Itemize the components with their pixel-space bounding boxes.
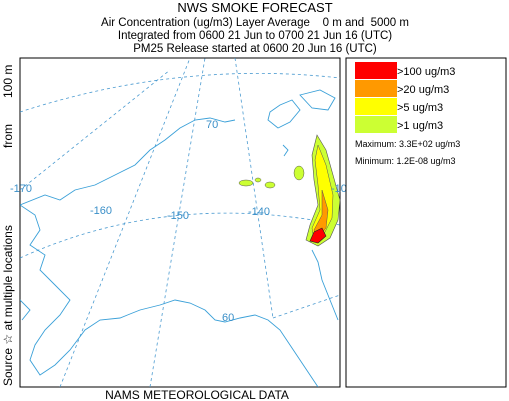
legend-label: >100 ug/m3	[397, 66, 455, 78]
grid-label: 70	[206, 119, 218, 131]
subtitle: Integrated from 0600 21 Jun to 0700 21 J…	[118, 30, 392, 42]
side-label: Source ☆ at multiple locations	[1, 225, 15, 386]
smoke-plume	[238, 134, 341, 247]
legend-label: >20 ug/m3	[397, 84, 449, 96]
side-label: from	[1, 124, 15, 148]
grid-label: 60	[222, 312, 234, 324]
legend-label: >1 ug/m3	[397, 120, 443, 132]
grid-label: -160	[90, 205, 112, 217]
plume-100	[309, 227, 327, 244]
subtitle: PM25 Release started at 0600 20 Jun 16 (…	[133, 43, 377, 55]
title: NWS SMOKE FORECAST	[177, 0, 332, 15]
legend: Maximum: 3.3E+02 ug/m3 Minimum: 1.2E-08 …	[345, 57, 507, 388]
grid-label: -170	[10, 183, 32, 195]
grid-label: -150	[167, 210, 189, 222]
legend-swatch	[355, 62, 397, 79]
maximum: Maximum: 3.3E+02 ug/m3	[355, 139, 460, 149]
footer: NAMS METEOROLOGICAL DATA	[105, 388, 289, 401]
minimum: Minimum: 1.2E-08 ug/m3	[355, 156, 456, 166]
map: -170 -160 -150 -140 -100 70 60	[10, 57, 353, 388]
legend-label: >5 ug/m3	[397, 102, 443, 114]
side-label: 100 m	[1, 65, 15, 98]
legend-swatch	[355, 116, 397, 133]
subtitle: Air Concentration (ug/m3) Layer Average …	[101, 17, 409, 29]
legend-swatch	[355, 98, 397, 115]
legend-swatch	[355, 80, 397, 97]
grid-label: -140	[248, 206, 270, 218]
